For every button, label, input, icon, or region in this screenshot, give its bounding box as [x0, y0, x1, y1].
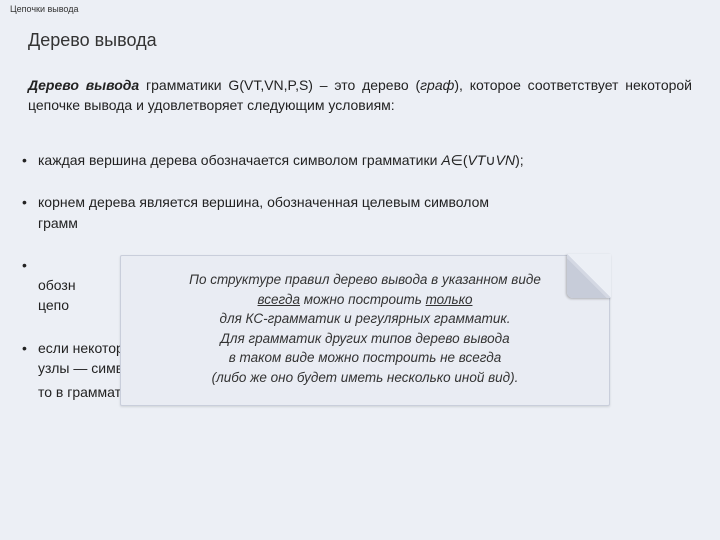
b2-l1: корнем дерева является вершина, обозначе…: [38, 194, 489, 210]
note-l5: в таком виде можно построить не всегда: [229, 350, 502, 365]
b1-cup: ∪: [485, 152, 495, 168]
b1-mid: ∈(: [451, 152, 468, 168]
intro-paragraph: Дерево вывода грамматики G(VT,VN,P,S) – …: [28, 75, 692, 116]
note-l1: По структуре правил дерево вывода в указ…: [189, 272, 541, 287]
note-l4: Для грамматик других типов дерево вывода: [220, 331, 509, 346]
breadcrumb: Цепочки вывода: [10, 4, 79, 14]
intro-mid: грамматики G(VT,VN,P,S) – это дерево (: [139, 77, 420, 93]
b1-pre: каждая вершина дерева обозначается симво…: [38, 152, 441, 168]
note-box: По структуре правил дерево вывода в указ…: [120, 255, 610, 406]
b1-vn: VN: [496, 152, 515, 168]
note-l2u1: всегда: [258, 292, 300, 307]
page-curl-icon: [567, 254, 611, 298]
note-l2m: можно построить: [300, 292, 426, 307]
b1-A: A: [441, 152, 450, 168]
bullet-2: корнем дерева является вершина, обозначе…: [20, 192, 692, 233]
intro-graph: граф: [420, 77, 454, 93]
note-l6: (либо же оно будет иметь несколько иной …: [212, 370, 519, 385]
b1-vt: VT: [468, 152, 486, 168]
intro-lead: Дерево вывода: [28, 77, 139, 93]
b3-l3: цепо: [38, 297, 69, 313]
b3-l2: обозн: [38, 277, 76, 293]
b2-l2: грамм: [38, 215, 78, 231]
note-l3: для КС-грамматик и регулярных грамматик.: [220, 311, 511, 326]
note-l2u2: только: [426, 292, 473, 307]
b1-end: );: [515, 152, 524, 168]
page-title: Дерево вывода: [28, 30, 157, 51]
bullet-1: каждая вершина дерева обозначается симво…: [20, 150, 692, 170]
